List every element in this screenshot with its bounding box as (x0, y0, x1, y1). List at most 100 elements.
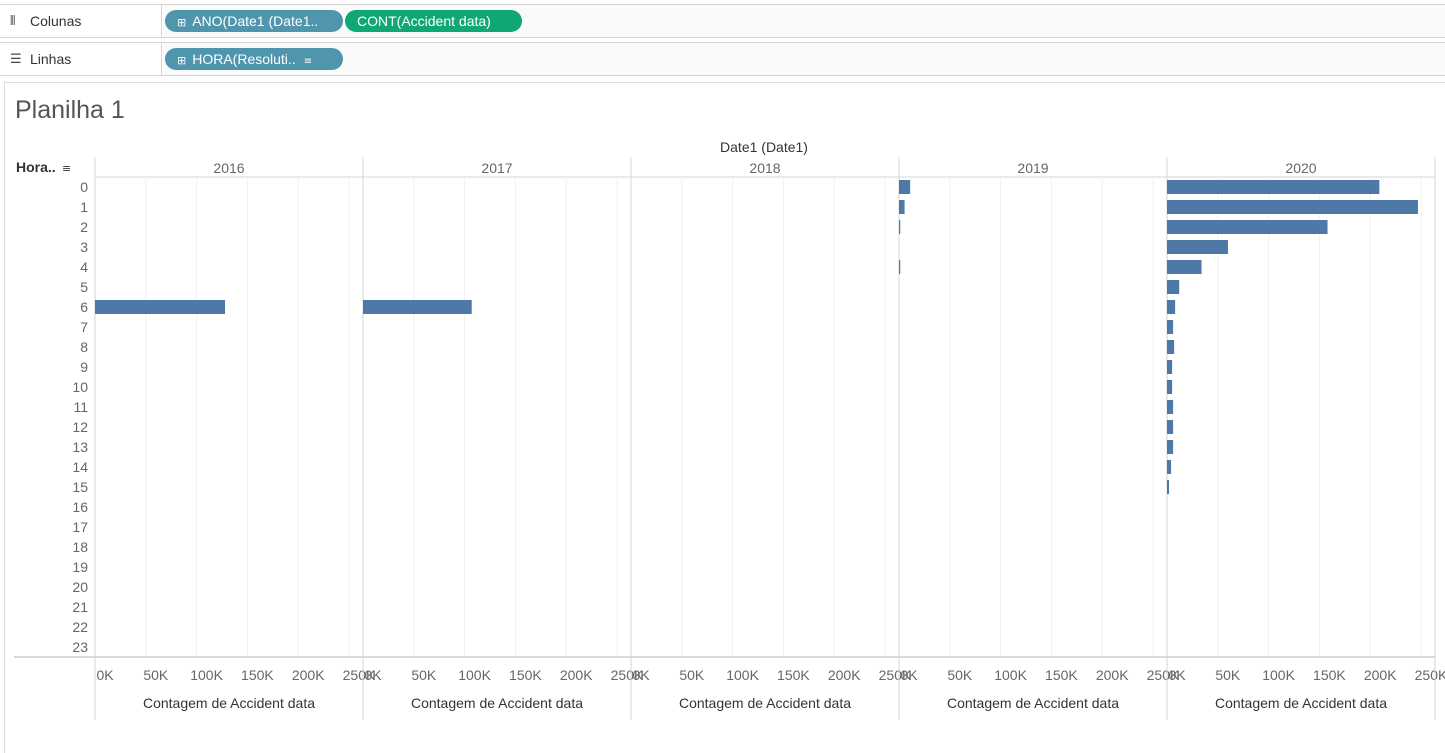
row-label-hour-17: 17 (72, 519, 88, 535)
bar-2020-hour-5 (1167, 280, 1180, 294)
bar-2020-hour-1 (1167, 200, 1418, 214)
x-tick-label: 100K (190, 667, 223, 683)
panel-header-2016: 2016 (213, 160, 244, 176)
x-axis-title: Contagem de Accident data (143, 695, 315, 711)
x-tick-label: 200K (292, 667, 325, 683)
rows-drop-area[interactable]: ⊞ HORA(Resoluti.. ≡ (163, 43, 1445, 75)
row-label-hour-6: 6 (80, 299, 88, 315)
bar-2016-hour-6 (95, 300, 226, 314)
row-label-hour-9: 9 (80, 359, 88, 375)
x-tick-label: 250K (343, 667, 376, 683)
sort-icon: ≡ (62, 162, 71, 175)
panel-header-2019: 2019 (1017, 160, 1048, 176)
row-label-hour-11: 11 (73, 399, 88, 415)
x-tick-label: 250K (1147, 667, 1180, 683)
rows-icon: ☰ (10, 51, 22, 67)
x-tick-label: 150K (1045, 667, 1078, 683)
year-date1-pill-label: ANO(Date1 (Date1.. (192, 13, 319, 29)
x-tick-label: 50K (143, 667, 169, 683)
bar-2020-hour-6 (1167, 300, 1176, 314)
bar-2017-hour-6 (363, 300, 472, 314)
row-label-hour-3: 3 (80, 239, 88, 255)
columns-icon: ⫴ (10, 13, 16, 29)
row-label-hour-7: 7 (80, 319, 88, 335)
x-tick-label: 50K (679, 667, 705, 683)
bar-2019-hour-4 (899, 260, 901, 274)
bar-2020-hour-3 (1167, 240, 1228, 254)
x-tick-label: 0K (632, 667, 650, 683)
row-label-hour-12: 12 (72, 419, 88, 435)
x-tick-label: 200K (828, 667, 861, 683)
x-tick-label: 100K (726, 667, 759, 683)
bar-2019-hour-2 (899, 220, 901, 234)
expand-icon[interactable]: ⊞ (177, 54, 187, 67)
row-label-hour-5: 5 (80, 279, 88, 295)
bar-2020-hour-10 (1167, 380, 1173, 394)
x-tick-label: 100K (994, 667, 1027, 683)
x-tick-label: 150K (241, 667, 274, 683)
row-label-hour-19: 19 (72, 559, 88, 575)
panel-header-2020: 2020 (1285, 160, 1316, 176)
x-axis-title: Contagem de Accident data (947, 695, 1119, 711)
row-label-hour-2: 2 (80, 219, 88, 235)
x-tick-label: 150K (509, 667, 542, 683)
row-label-hour-4: 4 (80, 259, 88, 275)
panel-header-2018: 2018 (749, 160, 780, 176)
columns-drop-area[interactable]: ⊞ ANO(Date1 (Date1.. CONT(Accident data) (163, 5, 1445, 37)
x-tick-label: 250K (1415, 667, 1445, 683)
expand-icon[interactable]: ⊞ (177, 16, 187, 29)
panel-header-2017: 2017 (481, 160, 512, 176)
count-accident-data-pill-label: CONT(Accident data) (357, 13, 491, 29)
bar-2020-hour-11 (1167, 400, 1174, 414)
row-label-hour-21: 21 (72, 599, 88, 615)
sort-descending-icon: ≡ (303, 56, 313, 67)
bar-2019-hour-1 (899, 200, 905, 214)
row-label-hour-20: 20 (72, 579, 88, 595)
columns-shelf: ⫴ Colunas ⊞ ANO(Date1 (Date1.. CONT(Accid… (0, 4, 1445, 38)
bar-2020-hour-4 (1167, 260, 1202, 274)
bar-2020-hour-14 (1167, 460, 1172, 474)
x-tick-label: 150K (1313, 667, 1346, 683)
bar-2020-hour-8 (1167, 340, 1175, 354)
column-header-date1: Date1 (Date1) (720, 139, 808, 155)
sheet-title: Planilha 1 (15, 96, 125, 124)
x-tick-label: 100K (458, 667, 491, 683)
row-label-hour-23: 23 (72, 639, 88, 655)
x-tick-label: 200K (1364, 667, 1397, 683)
row-label-hour-1: 1 (80, 199, 88, 215)
x-axis-title: Contagem de Accident data (411, 695, 583, 711)
bar-2020-hour-12 (1167, 420, 1174, 434)
x-tick-label: 0K (96, 667, 114, 683)
x-tick-label: 150K (777, 667, 810, 683)
row-label-hour-22: 22 (72, 619, 88, 635)
rows-shelf: ☰ Linhas ⊞ HORA(Resoluti.. ≡ (0, 42, 1445, 76)
x-tick-label: 50K (1215, 667, 1241, 683)
bar-2020-hour-7 (1167, 320, 1174, 334)
hour-resolution-pill[interactable]: ⊞ HORA(Resoluti.. ≡ (165, 48, 343, 70)
columns-shelf-label: ⫴ Colunas (0, 5, 162, 37)
x-tick-label: 100K (1262, 667, 1295, 683)
row-label-hour-14: 14 (72, 459, 88, 475)
bar-2020-hour-9 (1167, 360, 1173, 374)
row-label-hour-8: 8 (80, 339, 88, 355)
x-axis-title: Contagem de Accident data (1215, 695, 1387, 711)
x-tick-label: 200K (560, 667, 593, 683)
bar-2020-hour-13 (1167, 440, 1174, 454)
row-label-hour-16: 16 (72, 499, 88, 515)
row-label-hour-18: 18 (72, 539, 88, 555)
year-date1-pill[interactable]: ⊞ ANO(Date1 (Date1.. (165, 10, 343, 32)
bar-2020-hour-15 (1167, 480, 1170, 494)
row-header-hour: Hora.. (16, 159, 56, 175)
x-tick-label: 250K (879, 667, 912, 683)
row-label-hour-13: 13 (72, 439, 88, 455)
bar-2019-hour-0 (899, 180, 911, 194)
x-tick-label: 250K (611, 667, 644, 683)
count-accident-data-pill[interactable]: CONT(Accident data) (345, 10, 522, 32)
x-tick-label: 50K (411, 667, 437, 683)
x-tick-label: 0K (1168, 667, 1186, 683)
x-axis-title: Contagem de Accident data (679, 695, 851, 711)
x-tick-label: 0K (364, 667, 382, 683)
row-label-hour-10: 10 (72, 379, 88, 395)
hour-resolution-pill-label: HORA(Resoluti.. (192, 51, 296, 67)
